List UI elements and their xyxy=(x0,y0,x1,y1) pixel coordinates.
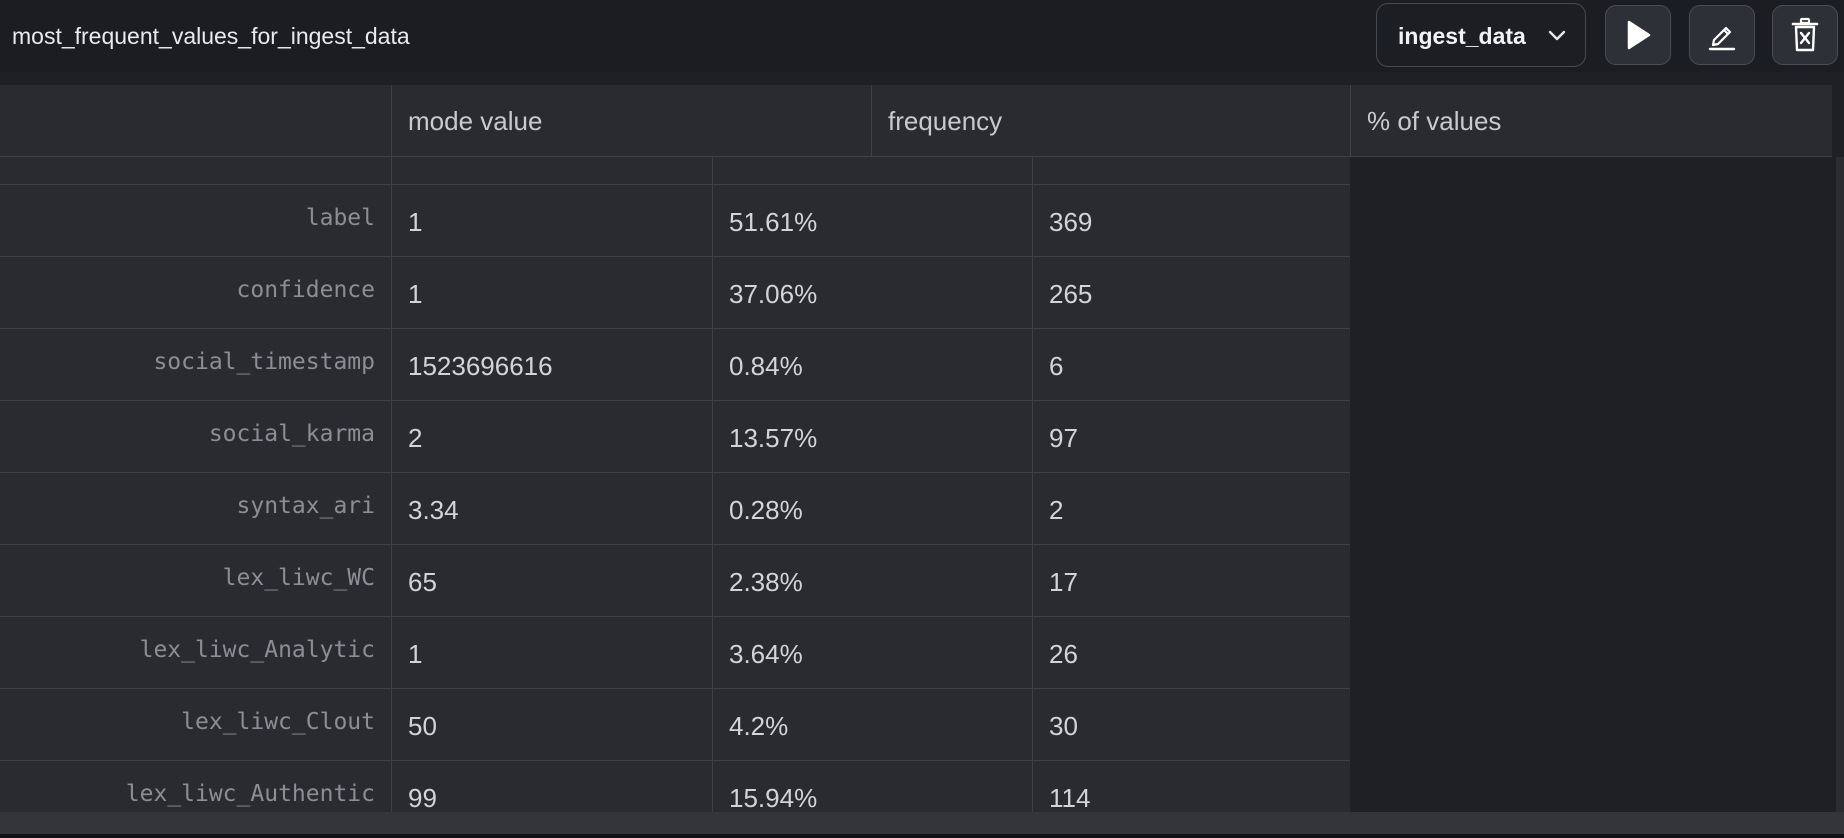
dataset-select-value: ingest_data xyxy=(1398,23,1526,49)
mode-value-cell: 2 xyxy=(391,401,712,473)
run-button[interactable] xyxy=(1605,5,1671,65)
subheader-cell xyxy=(391,157,712,185)
table-row: social_timestamp 1523696616 0.84% 6 xyxy=(0,329,1350,401)
frequency-cell: 0.28% xyxy=(712,473,1032,545)
row-label: social_timestamp xyxy=(153,349,375,375)
frequency-table: mode value frequency % of values label 1… xyxy=(0,85,1844,812)
dataset-select[interactable]: ingest_data xyxy=(1376,3,1586,67)
edit-button[interactable] xyxy=(1689,5,1755,65)
percent-cell: 30 xyxy=(1032,689,1350,761)
percent-cell: 2 xyxy=(1032,473,1350,545)
column-header-frequency[interactable]: frequency xyxy=(871,85,1351,157)
subheader-cell xyxy=(712,157,1032,185)
mode-value-cell: 1523696616 xyxy=(391,329,712,401)
row-label: label xyxy=(305,205,375,231)
table-row: confidence 1 37.06% 265 xyxy=(0,257,1350,329)
row-label: lex_liwc_WC xyxy=(222,565,375,591)
frequency-cell: 51.61% xyxy=(712,185,1032,257)
mode-value-cell: 1 xyxy=(391,617,712,689)
frequency-cell: 0.84% xyxy=(712,329,1032,401)
row-label: lex_liwc_Authentic xyxy=(125,781,375,807)
trash-icon xyxy=(1791,17,1819,52)
subheader-cell xyxy=(1032,157,1350,185)
mode-value-cell: 1 xyxy=(391,257,712,329)
table-header-row: mode value frequency % of values xyxy=(0,85,1832,157)
table-subheader-row xyxy=(0,157,1350,185)
mode-value-cell: 1 xyxy=(391,185,712,257)
table-row: lex_liwc_WC 65 2.38% 17 xyxy=(0,545,1350,617)
table-row: syntax_ari 3.34 0.28% 2 xyxy=(0,473,1350,545)
percent-cell: 6 xyxy=(1032,329,1350,401)
percent-cell: 114 xyxy=(1032,761,1350,812)
row-label: syntax_ari xyxy=(236,493,375,519)
table-row: lex_liwc_Clout 50 4.2% 30 xyxy=(0,689,1350,761)
mode-value-cell: 65 xyxy=(391,545,712,617)
row-label: lex_liwc_Analytic xyxy=(139,637,375,663)
frequency-cell: 3.64% xyxy=(712,617,1032,689)
percent-cell: 26 xyxy=(1032,617,1350,689)
mode-value-cell: 99 xyxy=(391,761,712,812)
column-header-percent-of-values[interactable]: % of values xyxy=(1350,85,1832,157)
header-corner xyxy=(0,85,392,157)
frequency-cell: 15.94% xyxy=(712,761,1032,812)
mode-value-cell: 50 xyxy=(391,689,712,761)
percent-cell: 265 xyxy=(1032,257,1350,329)
mode-value-cell: 3.34 xyxy=(391,473,712,545)
column-header-mode-value[interactable]: mode value xyxy=(391,85,872,157)
row-label: confidence xyxy=(236,277,375,303)
percent-cell: 97 xyxy=(1032,401,1350,473)
row-label: lex_liwc_Clout xyxy=(181,709,375,735)
horizontal-scrollbar[interactable] xyxy=(0,812,1844,838)
percent-cell: 17 xyxy=(1032,545,1350,617)
chevron-down-icon xyxy=(1548,30,1566,41)
frequency-cell: 4.2% xyxy=(712,689,1032,761)
empty-column-area xyxy=(1350,157,1836,812)
table-row: social_karma 2 13.57% 97 xyxy=(0,401,1350,473)
row-label: social_karma xyxy=(208,421,375,447)
table-row: label 1 51.61% 369 xyxy=(0,185,1350,257)
table-row: lex_liwc_Authentic 99 15.94% 114 xyxy=(0,761,1350,812)
page-title: most_frequent_values_for_ingest_data xyxy=(12,23,410,49)
play-icon xyxy=(1627,20,1651,50)
bottom-divider xyxy=(0,834,1844,838)
table-row: lex_liwc_Analytic 1 3.64% 26 xyxy=(0,617,1350,689)
frequency-cell: 13.57% xyxy=(712,401,1032,473)
header-bar: most_frequent_values_for_ingest_data ing… xyxy=(0,0,1844,72)
frequency-cell: 2.38% xyxy=(712,545,1032,617)
frequency-cell: 37.06% xyxy=(712,257,1032,329)
pencil-icon xyxy=(1708,26,1736,51)
table-body: label 1 51.61% 369 confidence 1 37.06% 2… xyxy=(0,185,1350,812)
percent-cell: 369 xyxy=(1032,185,1350,257)
delete-button[interactable] xyxy=(1772,5,1838,65)
vertical-scrollbar[interactable] xyxy=(1836,157,1844,812)
